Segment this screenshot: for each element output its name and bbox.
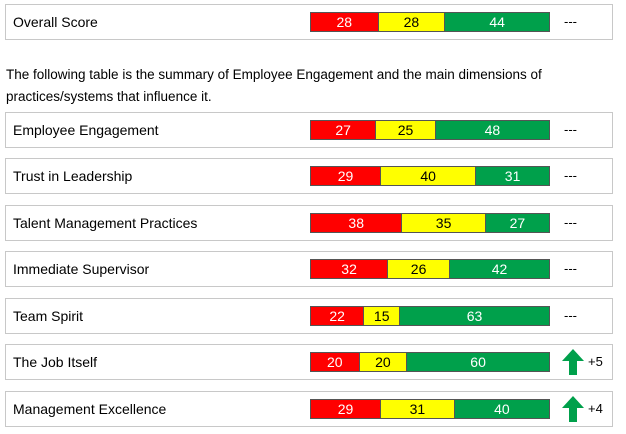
unfavorable-segment: 28 bbox=[311, 13, 378, 31]
favorable-segment: 48 bbox=[434, 121, 549, 139]
favorable-segment: 40 bbox=[453, 400, 549, 418]
change-value: --- bbox=[564, 261, 577, 276]
unfavorable-segment: 38 bbox=[311, 214, 402, 232]
row-label: The Job Itself bbox=[13, 354, 98, 370]
up-arrow-icon bbox=[562, 349, 584, 375]
dimension-row: The Job Itself 20 20 60 +5 bbox=[5, 344, 613, 380]
neutral-segment: 31 bbox=[380, 400, 454, 418]
favorable-segment: 63 bbox=[399, 307, 549, 325]
unfavorable-segment: 22 bbox=[311, 307, 364, 325]
dimension-row: Talent Management Practices 38 35 27 --- bbox=[5, 205, 613, 241]
change-value: --- bbox=[564, 122, 577, 137]
dimension-row: Management Excellence 29 31 40 +4 bbox=[5, 391, 613, 427]
favorable-segment: 60 bbox=[406, 353, 549, 371]
score-bar: 29 31 40 bbox=[310, 399, 550, 419]
neutral-segment: 20 bbox=[358, 353, 407, 371]
score-bar: 32 26 42 bbox=[310, 259, 550, 279]
change-value: --- bbox=[564, 14, 577, 29]
favorable-segment: 27 bbox=[484, 214, 549, 232]
dimension-row: Immediate Supervisor 32 26 42 --- bbox=[5, 251, 613, 287]
favorable-segment: 44 bbox=[444, 13, 549, 31]
score-bar: 27 25 48 bbox=[310, 120, 550, 140]
row-label: Overall Score bbox=[13, 14, 98, 30]
unfavorable-segment: 27 bbox=[311, 121, 376, 139]
score-bar: 28 28 44 bbox=[310, 12, 550, 32]
row-label: Team Spirit bbox=[13, 308, 84, 324]
score-bar: 20 20 60 bbox=[310, 352, 550, 372]
unfavorable-segment: 29 bbox=[311, 167, 381, 185]
dimension-row: Team Spirit 22 15 63 --- bbox=[5, 298, 613, 334]
neutral-segment: 26 bbox=[387, 260, 450, 278]
row-label: Management Excellence bbox=[13, 401, 167, 417]
row-label: Talent Management Practices bbox=[13, 215, 198, 231]
score-bar: 38 35 27 bbox=[310, 213, 550, 233]
change-value: --- bbox=[564, 215, 577, 230]
neutral-segment: 40 bbox=[380, 167, 476, 185]
row-label: Employee Engagement bbox=[13, 122, 159, 138]
row-label: Immediate Supervisor bbox=[13, 261, 150, 277]
unfavorable-segment: 20 bbox=[311, 353, 359, 371]
change-value: +5 bbox=[588, 354, 603, 369]
score-bar: 29 40 31 bbox=[310, 166, 550, 186]
neutral-segment: 15 bbox=[363, 307, 400, 325]
intro-text: The following table is the summary of Em… bbox=[6, 67, 542, 104]
favorable-segment: 42 bbox=[449, 260, 549, 278]
neutral-segment: 35 bbox=[401, 214, 485, 232]
row-label: Trust in Leadership bbox=[13, 168, 133, 184]
overall-score-row: Overall Score 28 28 44 --- bbox=[5, 4, 613, 40]
change-value: +4 bbox=[588, 401, 603, 416]
favorable-segment: 31 bbox=[475, 167, 549, 185]
score-bar: 22 15 63 bbox=[310, 306, 550, 326]
neutral-segment: 28 bbox=[377, 13, 445, 31]
dimension-row: Trust in Leadership 29 40 31 --- bbox=[5, 158, 613, 194]
change-value: --- bbox=[564, 308, 577, 323]
unfavorable-segment: 32 bbox=[311, 260, 388, 278]
change-value: --- bbox=[564, 168, 577, 183]
dimension-row: Employee Engagement 27 25 48 --- bbox=[5, 112, 613, 148]
unfavorable-segment: 29 bbox=[311, 400, 381, 418]
up-arrow-icon bbox=[562, 396, 584, 422]
neutral-segment: 25 bbox=[375, 121, 435, 139]
